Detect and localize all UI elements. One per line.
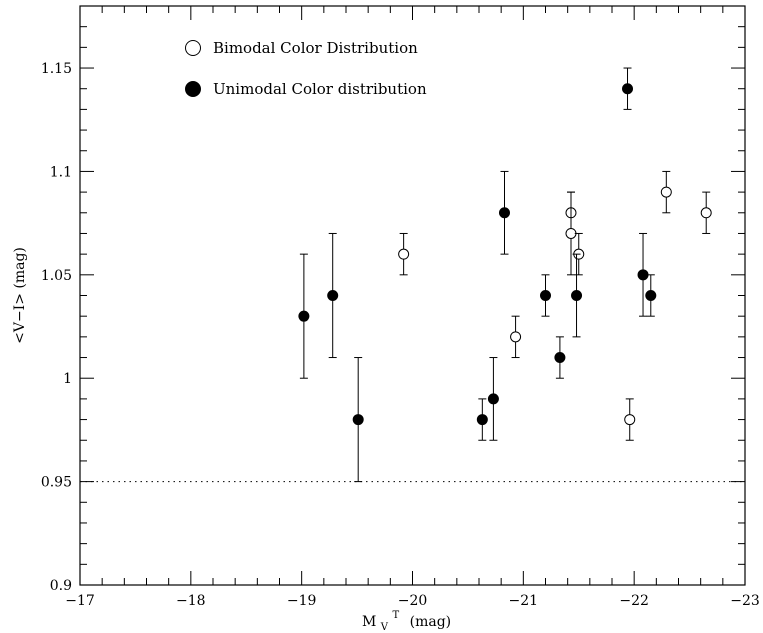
x-tick-label: −19 bbox=[287, 593, 317, 609]
unimodal-point bbox=[327, 232, 339, 359]
filled-circle-marker bbox=[637, 269, 649, 281]
x-tick-label: −21 bbox=[509, 593, 539, 609]
legend-label-unimodal: Unimodal Color distribution bbox=[213, 80, 427, 98]
unimodal-point bbox=[645, 274, 657, 317]
filled-circle-marker bbox=[476, 414, 488, 426]
filled-circle-marker bbox=[327, 290, 339, 301]
unimodal-point bbox=[498, 170, 510, 255]
axis-tick-labels: −17 −18 −19 −20 −21 −22 −23 0.9 0.95 1 1.05 1.1 1.15 bbox=[41, 61, 760, 609]
x-tick-label: −18 bbox=[176, 593, 206, 609]
y-tick-label: 0.9 bbox=[50, 578, 72, 594]
y-tick-label: 1.05 bbox=[41, 268, 72, 284]
open-circle-marker bbox=[700, 207, 712, 219]
unimodal-point bbox=[554, 336, 566, 379]
unimodal-point bbox=[476, 398, 488, 441]
x-axis-label-superscript: T bbox=[392, 610, 399, 621]
unimodal-point bbox=[622, 67, 634, 110]
x-tick-label: −17 bbox=[65, 593, 95, 609]
x-axis-label-unit: (mag) bbox=[410, 614, 452, 630]
open-circle-marker bbox=[624, 414, 636, 426]
x-axis-label-subscript: V bbox=[380, 622, 389, 633]
filled-circle-marker bbox=[540, 290, 551, 301]
legend-marker-unimodal bbox=[185, 81, 201, 97]
x-tick-label: −22 bbox=[619, 593, 649, 609]
bimodal-point bbox=[660, 170, 672, 214]
bimodal-point bbox=[398, 232, 410, 276]
open-circle-marker bbox=[510, 331, 522, 343]
filled-circle-marker bbox=[571, 290, 583, 301]
x-tick-label: −23 bbox=[730, 593, 760, 609]
open-circle-marker bbox=[660, 186, 672, 198]
filled-circle-marker bbox=[298, 310, 310, 322]
plot-frame bbox=[79, 5, 746, 586]
y-tick-label: 0.95 bbox=[41, 475, 72, 491]
open-circle-marker bbox=[398, 248, 410, 260]
y-axis-label: <V−I> (mag) bbox=[12, 247, 28, 344]
unimodal-point bbox=[298, 253, 310, 379]
filled-circle-marker bbox=[645, 290, 657, 301]
unimodal-point bbox=[487, 357, 499, 441]
data-markers bbox=[298, 67, 712, 483]
unimodal-point bbox=[637, 232, 649, 317]
unimodal-point bbox=[571, 253, 583, 338]
bimodal-point bbox=[624, 398, 636, 441]
filled-circle-marker bbox=[554, 352, 566, 364]
legend: Bimodal Color Distribution Unimodal Colo… bbox=[185, 39, 427, 98]
bimodal-point bbox=[510, 315, 522, 359]
filled-circle-marker bbox=[622, 83, 634, 95]
open-circle-marker bbox=[565, 227, 577, 239]
filled-circle-marker bbox=[498, 207, 510, 219]
unimodal-point bbox=[352, 357, 364, 483]
legend-label-bimodal: Bimodal Color Distribution bbox=[213, 39, 418, 57]
filled-circle-marker bbox=[352, 414, 364, 426]
y-tick-label: 1.1 bbox=[50, 164, 72, 180]
x-axis-label-main: M bbox=[362, 614, 376, 630]
y-tick-label: 1.15 bbox=[41, 61, 72, 77]
bimodal-point bbox=[565, 191, 577, 276]
unimodal-point bbox=[540, 274, 551, 317]
filled-circle-marker bbox=[487, 393, 499, 405]
y-tick-label: 1 bbox=[63, 371, 72, 387]
bimodal-point bbox=[700, 191, 712, 234]
x-tick-label: −20 bbox=[398, 593, 428, 609]
x-axis-label: M V T (mag) bbox=[362, 606, 451, 633]
legend-marker-bimodal bbox=[185, 40, 201, 56]
